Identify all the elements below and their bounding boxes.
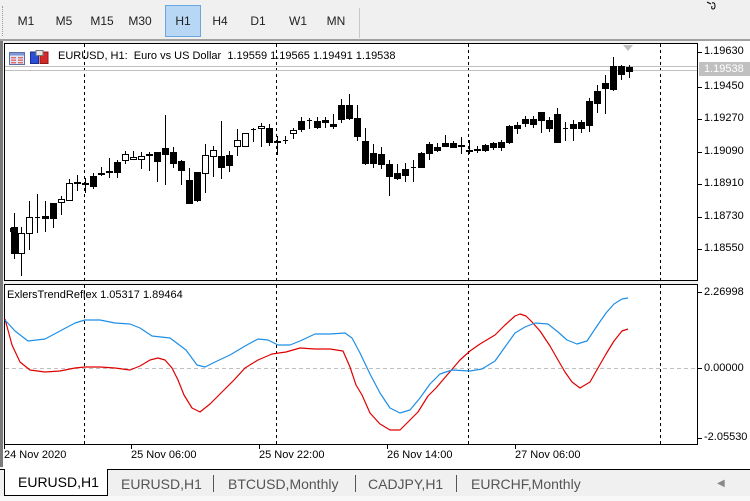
tabs-scroll-left-icon[interactable]: ◀ xyxy=(717,478,725,489)
mouse-cursor-icon xyxy=(706,0,720,15)
price-axis xyxy=(698,41,750,446)
tab-separator xyxy=(456,475,457,492)
price-label: 1.18550 xyxy=(704,242,744,254)
time-tick xyxy=(259,445,260,449)
tab-eurchf-monthly[interactable]: EURCHF,Monthly xyxy=(471,470,581,497)
tab-eurusd-h1-active[interactable]: EURUSD,H1 xyxy=(4,469,108,496)
timeframe-button-m15[interactable]: M15 xyxy=(90,14,114,28)
indicator-title: ExlersTrendReflex 1.05317 1.89464 xyxy=(7,289,183,301)
timeframe-button-w1[interactable]: W1 xyxy=(289,14,307,28)
timeframe-button-m1[interactable]: M1 xyxy=(17,14,35,28)
timeframe-button-d1[interactable]: D1 xyxy=(250,14,266,28)
time-tick xyxy=(515,445,516,449)
time-tick xyxy=(4,445,5,449)
indicator-axis-label: 2.26998 xyxy=(704,286,744,298)
timeframe-toolbar: M1 M5 M15 M30 H1 H4 D1 W1 MN xyxy=(0,0,750,41)
time-label: 25 Nov 22:00 xyxy=(259,449,325,461)
tabs-bottom-strip xyxy=(0,496,750,501)
time-tick xyxy=(131,445,132,449)
trade-buy-sell-icon[interactable] xyxy=(30,49,49,64)
tab-cadjpy-h1[interactable]: CADJPY,H1 xyxy=(368,470,443,497)
tab-label: EURCHF,Monthly xyxy=(471,475,581,492)
toolbar-grip[interactable] xyxy=(2,6,6,36)
chart-tabs-bar: EURUSD,H1 EURUSD,H1 BTCUSD,Monthly CADJP… xyxy=(0,469,750,501)
timeframe-button-h1[interactable]: H1 xyxy=(165,5,201,37)
timeframe-button-m30[interactable]: M30 xyxy=(128,14,152,28)
time-tick xyxy=(387,445,388,449)
time-label: 24 Nov 2020 xyxy=(4,449,67,461)
indicator-pane[interactable] xyxy=(4,284,698,445)
price-label: 1.19450 xyxy=(704,80,744,92)
timeframe-button-m5[interactable]: M5 xyxy=(55,14,73,28)
indicator-axis-label: 0.00000 xyxy=(704,362,744,374)
timeframe-button-mn[interactable]: MN xyxy=(326,14,346,28)
price-label: 1.18910 xyxy=(704,177,744,189)
timeframe-button-h4[interactable]: H4 xyxy=(212,14,228,28)
time-axis xyxy=(3,445,750,469)
price-label: 1.19270 xyxy=(704,112,744,124)
time-label: 26 Nov 14:00 xyxy=(387,449,453,461)
price-label: 1.19630 xyxy=(704,45,744,57)
tab-label: EURUSD,H1 xyxy=(18,474,99,490)
toolbar-border xyxy=(0,39,750,41)
time-label: 25 Nov 06:00 xyxy=(131,449,197,461)
tab-btcusd-monthly[interactable]: BTCUSD,Monthly xyxy=(228,470,338,497)
price-label: 1.18730 xyxy=(704,210,744,222)
current-price-label: 1.19538 xyxy=(699,62,750,76)
time-label: 27 Nov 06:00 xyxy=(515,449,581,461)
tab-separator xyxy=(355,475,356,492)
chart-title: EURUSD, H1: Euro vs US Dollar 1.19559 1.… xyxy=(58,50,396,62)
chart-canvas[interactable] xyxy=(0,0,750,470)
chart-properties-icon[interactable] xyxy=(9,50,25,65)
window-left-border xyxy=(0,41,3,467)
tab-label: EURUSD,H1 xyxy=(121,475,202,492)
tab-eurusd-h1[interactable]: EURUSD,H1 xyxy=(121,470,202,497)
tab-separator xyxy=(213,475,214,492)
toolbar-separator xyxy=(359,8,360,38)
tab-label: CADJPY,H1 xyxy=(368,475,444,492)
price-label: 1.19090 xyxy=(704,145,744,157)
tab-label: BTCUSD,Monthly xyxy=(228,475,339,492)
indicator-axis-label: -2.05530 xyxy=(704,431,748,443)
